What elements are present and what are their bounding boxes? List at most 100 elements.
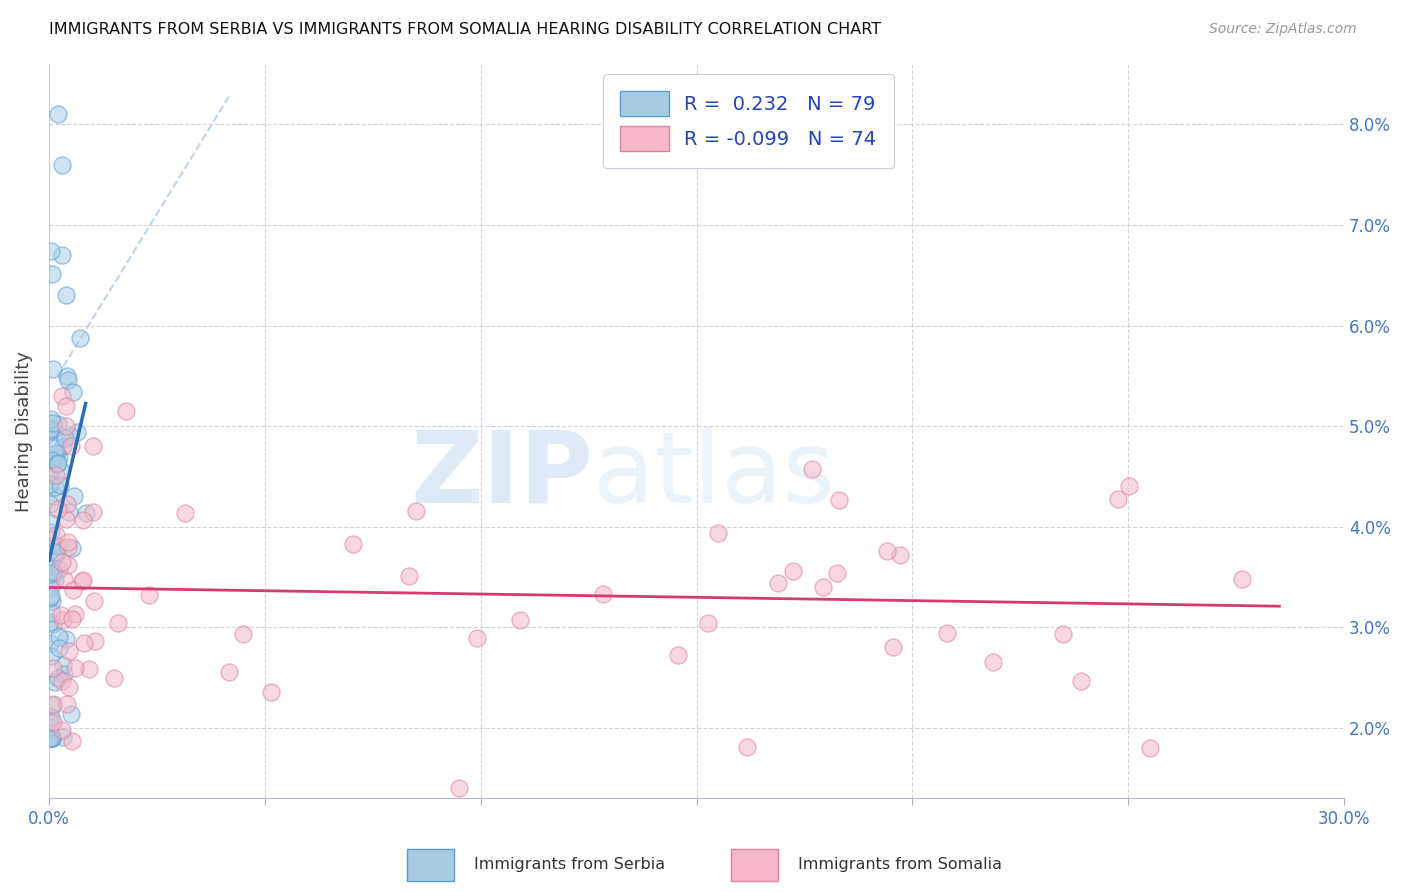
Point <box>62 489 84 503</box>
Point <box>38 591 60 605</box>
Point <box>107 615 129 630</box>
Point <box>801 462 824 476</box>
Text: IMMIGRANTS FROM SERBIA VS IMMIGRANTS FROM SOMALIA HEARING DISABILITY CORRELATION: IMMIGRANTS FROM SERBIA VS IMMIGRANTS FRO… <box>49 22 882 37</box>
Point <box>49 478 72 492</box>
Point <box>59 439 82 453</box>
Point <box>60 707 83 722</box>
Point <box>60 733 83 747</box>
Point <box>41 731 63 745</box>
Point <box>46 456 69 470</box>
Point <box>813 580 835 594</box>
Point <box>42 489 65 503</box>
Legend: R =  0.232   N = 79, R = -0.099   N = 74: R = 0.232 N = 79, R = -0.099 N = 74 <box>603 74 894 169</box>
Point <box>39 716 62 731</box>
Point <box>46 446 69 460</box>
Point <box>51 673 73 688</box>
Point <box>52 666 75 681</box>
Point <box>735 739 758 754</box>
Point <box>62 385 84 400</box>
Point <box>44 545 66 559</box>
Text: Immigrants from Serbia: Immigrants from Serbia <box>474 857 665 872</box>
Point <box>260 685 283 699</box>
Point <box>449 780 471 795</box>
Point <box>1107 492 1129 507</box>
Point <box>766 575 789 590</box>
Point <box>72 573 94 587</box>
Point <box>39 539 62 553</box>
Point <box>72 513 94 527</box>
Point <box>42 660 65 674</box>
Point <box>70 574 93 588</box>
Text: ZIP: ZIP <box>411 426 593 524</box>
Point <box>1230 572 1253 586</box>
Point <box>782 564 804 578</box>
Point <box>42 616 65 631</box>
Point <box>60 541 83 555</box>
Point <box>39 516 62 530</box>
Point <box>41 244 63 258</box>
Point <box>73 636 96 650</box>
Point <box>174 506 197 520</box>
Point <box>55 288 77 302</box>
Point <box>39 731 62 745</box>
Point <box>62 582 84 597</box>
Bar <box>731 849 778 881</box>
Point <box>41 649 63 664</box>
Point <box>41 709 63 723</box>
Point <box>52 613 75 627</box>
Point <box>38 558 60 573</box>
Point <box>52 730 75 744</box>
Point <box>48 640 70 655</box>
Point <box>51 464 73 478</box>
Point <box>39 566 62 581</box>
Point <box>103 671 125 685</box>
Point <box>38 731 60 745</box>
Point <box>46 107 69 121</box>
Point <box>46 671 69 685</box>
Point <box>46 417 69 431</box>
Point <box>882 640 904 654</box>
Point <box>48 562 70 576</box>
Point <box>42 422 65 436</box>
Point <box>58 681 80 695</box>
Text: Immigrants from Somalia: Immigrants from Somalia <box>799 857 1002 872</box>
Point <box>342 537 364 551</box>
Point <box>707 526 730 541</box>
Point <box>45 468 67 483</box>
Point <box>825 566 848 581</box>
Point <box>45 442 67 456</box>
Point <box>41 731 63 745</box>
Point <box>55 632 77 647</box>
Point <box>51 158 73 172</box>
Point <box>41 452 63 467</box>
Point <box>51 723 73 738</box>
Point <box>84 633 107 648</box>
Point <box>41 606 63 620</box>
Point <box>39 477 62 491</box>
Point <box>405 504 427 518</box>
Point <box>45 457 67 471</box>
Point <box>48 450 70 464</box>
Text: Source: ZipAtlas.com: Source: ZipAtlas.com <box>1209 22 1357 37</box>
Point <box>465 632 488 646</box>
Point <box>51 389 73 403</box>
Point <box>56 540 79 554</box>
Point <box>44 573 66 587</box>
Point <box>42 361 65 376</box>
Point <box>39 424 62 438</box>
Point <box>936 626 959 640</box>
Point <box>39 525 62 540</box>
Point <box>51 248 73 262</box>
Point <box>41 731 63 745</box>
Point <box>39 497 62 511</box>
Point <box>592 586 614 600</box>
Point <box>77 662 100 676</box>
Point <box>42 697 65 711</box>
Point <box>55 497 77 511</box>
Point <box>42 416 65 430</box>
Point <box>83 594 105 608</box>
Point <box>69 331 91 345</box>
Point <box>66 425 89 440</box>
Point <box>75 506 97 520</box>
Point <box>1139 740 1161 755</box>
